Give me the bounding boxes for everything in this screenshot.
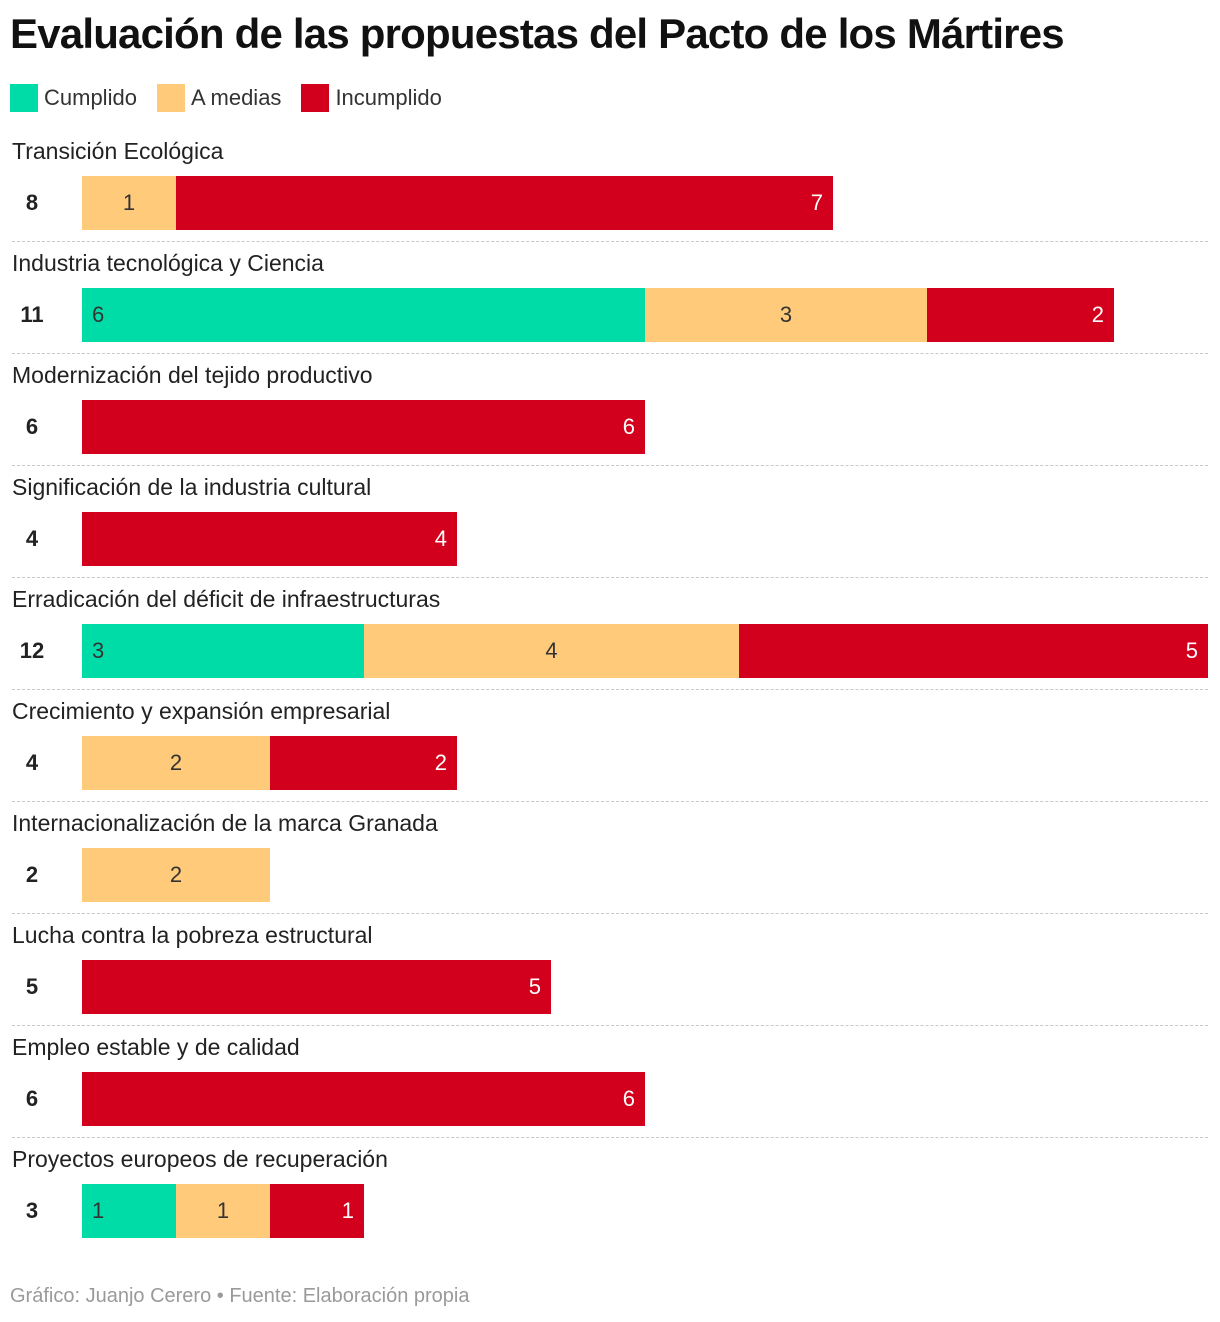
bar-segment-incumplido: 4 xyxy=(82,512,457,566)
category-label: Proyectos europeos de recuperación xyxy=(12,1146,388,1172)
bar-segment-medias: 2 xyxy=(82,736,270,790)
category-total: 4 xyxy=(25,526,39,551)
legend-label-medias: A medias xyxy=(190,85,282,110)
category-label: Internacionalización de la marca Granada xyxy=(12,810,438,836)
category-label: Modernización del tejido productivo xyxy=(12,362,373,388)
legend-item-cumplido: Cumplido xyxy=(10,84,137,112)
category-label: Erradicación del déficit de infraestruct… xyxy=(12,586,441,612)
legend: Cumplido A medias Incumplido xyxy=(10,84,462,112)
legend-label-incumplido: Incumplido xyxy=(335,85,442,110)
category-total: 4 xyxy=(25,750,39,775)
category-total: 2 xyxy=(25,862,39,887)
category-label: Crecimiento y expansión empresarial xyxy=(12,698,391,724)
bar-segment-incumplido: 5 xyxy=(82,960,551,1014)
category-label: Empleo estable y de calidad xyxy=(12,1034,300,1060)
category-label: Significación de la industria cultural xyxy=(12,474,372,500)
legend-swatch-incumplido xyxy=(301,84,330,112)
chart-row: Transición Ecológica 8 1 7 xyxy=(0,130,1220,242)
bar-segment-cumplido: 1 xyxy=(82,1184,176,1238)
category-label: Transición Ecológica xyxy=(12,138,224,164)
row-divider xyxy=(12,241,1208,242)
chart-row: Modernización del tejido productivo 6 6 xyxy=(0,354,1220,466)
bar-segment-incumplido: 1 xyxy=(270,1184,364,1238)
row-divider xyxy=(12,913,1208,914)
category-total: 3 xyxy=(25,1198,39,1223)
bar-segment-medias: 2 xyxy=(82,848,270,902)
bar-segment-incumplido: 6 xyxy=(82,400,645,454)
bar-segment-incumplido: 6 xyxy=(82,1072,645,1126)
category-label: Lucha contra la pobreza estructural xyxy=(12,922,373,948)
chart-title: Evaluación de las propuestas del Pacto d… xyxy=(10,10,1065,57)
category-total: 11 xyxy=(20,302,44,327)
chart-row: Proyectos europeos de recuperación 3 1 1 1 xyxy=(0,1138,1220,1250)
chart-row: Significación de la industria cultural 4 4 xyxy=(0,466,1220,578)
bar-segment-medias: 4 xyxy=(364,624,739,678)
source-note: Gráfico: Juanjo Cerero • Fuente: Elabora… xyxy=(10,1285,470,1307)
bar-segment-cumplido: 6 xyxy=(82,288,645,342)
bar-segment-medias: 1 xyxy=(176,1184,270,1238)
row-divider xyxy=(12,689,1208,690)
bar-segment-medias: 1 xyxy=(82,176,176,230)
stacked-bar-chart: Transición Ecológica 8 1 7 Industria tecnoló… xyxy=(0,130,1220,1250)
category-total: 6 xyxy=(25,414,39,439)
row-divider xyxy=(12,801,1208,802)
legend-item-medias: A medias xyxy=(156,84,282,112)
bar-segment-incumplido: 5 xyxy=(739,624,1208,678)
bar-segment-incumplido: 2 xyxy=(270,736,457,790)
bar-segment-incumplido: 2 xyxy=(927,288,1114,342)
chart-row: Crecimiento y expansión empresarial 4 2 2 xyxy=(0,690,1220,802)
chart-row: Erradicación del déficit de infraestruct… xyxy=(0,578,1220,690)
category-total: 8 xyxy=(25,190,39,215)
bar-segment-medias: 3 xyxy=(645,288,927,342)
bar-segment-cumplido: 3 xyxy=(82,624,364,678)
row-divider xyxy=(12,353,1208,354)
legend-item-incumplido: Incumplido xyxy=(301,84,442,112)
legend-label-cumplido: Cumplido xyxy=(44,85,137,110)
row-divider xyxy=(12,465,1208,466)
category-total: 5 xyxy=(25,974,39,999)
row-divider xyxy=(12,577,1208,578)
chart-row: Empleo estable y de calidad 6 6 xyxy=(0,1026,1220,1138)
bar-segment-incumplido: 7 xyxy=(176,176,833,230)
legend-swatch-medias xyxy=(156,84,185,112)
chart-row: Lucha contra la pobreza estructural 5 5 xyxy=(0,914,1220,1026)
category-label: Industria tecnológica y Ciencia xyxy=(12,250,324,276)
legend-swatch-cumplido xyxy=(10,84,38,112)
row-divider xyxy=(12,1025,1208,1026)
category-total: 12 xyxy=(19,638,45,663)
chart-row: Industria tecnológica y Ciencia 11 6 3 2 xyxy=(0,242,1220,354)
row-divider xyxy=(12,1137,1208,1138)
category-total: 6 xyxy=(25,1086,39,1111)
chart-row: Internacionalización de la marca Granada… xyxy=(0,802,1220,914)
